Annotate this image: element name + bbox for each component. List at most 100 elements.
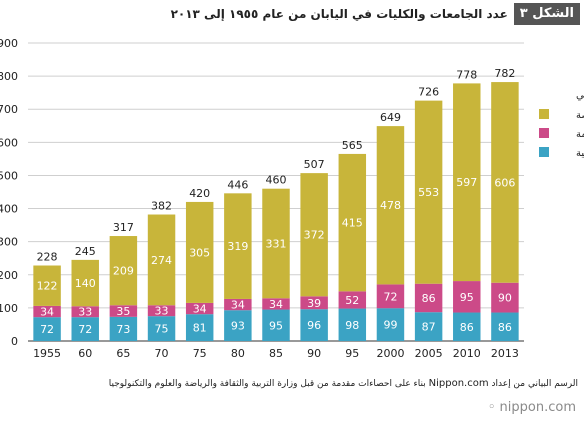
bar-segment-public	[71, 306, 99, 318]
x-tick-label: 2013	[491, 347, 519, 360]
bar-segment-public	[491, 282, 519, 313]
bar-segment-national	[185, 314, 214, 341]
data-label-public: 34	[40, 306, 54, 319]
y-tick-label: 400	[0, 203, 18, 216]
x-tick-label: 65	[116, 347, 130, 360]
y-tick-label: 700	[0, 103, 18, 116]
bar-segment-public	[262, 298, 290, 310]
data-label-public: 95	[460, 291, 474, 304]
bar-segment-private	[262, 188, 290, 299]
y-tick-label: 100	[0, 302, 18, 315]
bar-segment-private	[338, 153, 367, 292]
data-label-public: 86	[422, 292, 436, 305]
figure-number-badge: الشكل ٣	[513, 3, 580, 25]
bar-segment-public	[376, 284, 405, 309]
legend-label-public: عامة	[576, 129, 584, 140]
legend-label-private: خاصة	[576, 110, 584, 121]
bar-segment-public	[33, 305, 61, 318]
data-label-private: 209	[113, 265, 134, 278]
bar-segment-national	[224, 310, 252, 341]
x-tick-label: 1955	[33, 347, 61, 360]
data-label-private: 553	[418, 186, 439, 199]
bar-segment-private	[376, 126, 405, 285]
bar-segment-private	[33, 265, 61, 306]
y-tick-label: 800	[0, 70, 18, 83]
data-label-public: 34	[231, 299, 245, 312]
x-tick-label: 80	[231, 347, 245, 360]
x-tick-label: 2010	[453, 347, 481, 360]
total-label: 649	[380, 111, 401, 124]
data-label-national: 86	[498, 321, 512, 334]
bar-segment-national	[109, 316, 138, 341]
nippon-logo: ◦ nippon.com	[488, 400, 576, 415]
data-label-public: 90	[498, 292, 512, 305]
x-tick-label: 60	[78, 347, 92, 360]
data-label-national: 75	[155, 323, 169, 336]
y-tick-label: 900	[0, 37, 18, 50]
data-label-public: 33	[78, 306, 92, 319]
bar-segment-national	[491, 312, 519, 341]
data-label-private: 274	[151, 254, 172, 267]
bar-segment-private	[71, 259, 99, 307]
total-label: 726	[418, 86, 439, 99]
total-label: 460	[266, 174, 287, 187]
y-tick-label: 300	[0, 236, 18, 249]
chart-header: الشكل ٣ عدد الجامعات والكليات في اليابان…	[171, 2, 580, 26]
data-label-private: 122	[37, 280, 58, 293]
x-tick-label: 90	[307, 347, 321, 360]
data-label-national: 72	[78, 323, 92, 336]
x-tick-label: 70	[155, 347, 169, 360]
x-tick-label: 2000	[376, 347, 404, 360]
data-label-public: 34	[269, 298, 283, 311]
bar-segment-public	[147, 305, 176, 317]
legend-swatch-national	[539, 147, 549, 157]
y-tick-label: 500	[0, 169, 18, 182]
bar-segment-public	[300, 296, 328, 310]
total-label: 782	[494, 67, 515, 80]
bar-segment-national	[338, 308, 367, 341]
data-label-national: 99	[383, 319, 397, 332]
data-label-national: 73	[116, 323, 130, 336]
total-label: 317	[113, 221, 134, 234]
data-label-national: 93	[231, 320, 245, 333]
bar-segment-private	[147, 214, 176, 306]
bar-segment-public	[414, 283, 443, 313]
bar-segment-private	[224, 193, 252, 299]
data-label-public: 72	[383, 290, 397, 303]
data-label-national: 72	[40, 323, 54, 336]
data-label-private: 305	[189, 246, 210, 259]
bar-segment-public	[338, 291, 367, 309]
data-label-private: 372	[304, 229, 325, 242]
bar-segment-national	[453, 312, 481, 341]
data-label-public: 39	[307, 297, 321, 310]
x-tick-label: 95	[345, 347, 359, 360]
data-label-public: 34	[193, 303, 207, 316]
data-label-national: 96	[307, 319, 321, 332]
bar-segment-national	[376, 308, 405, 341]
data-label-public: 33	[155, 305, 169, 318]
data-label-private: 331	[266, 237, 287, 250]
source-suffix: بناء على احصاءات مقدمة من قبل وزارة التر…	[108, 379, 426, 389]
bar-segment-public	[453, 281, 481, 313]
x-tick-label: 85	[269, 347, 283, 360]
bar-segment-national	[262, 309, 290, 341]
total-label: 245	[75, 245, 96, 258]
x-tick-label: 75	[193, 347, 207, 360]
data-label-public: 52	[345, 294, 359, 307]
y-tick-label: 200	[0, 269, 18, 282]
total-label: 778	[456, 68, 477, 81]
data-label-national: 81	[193, 322, 207, 335]
total-label: 507	[304, 158, 325, 171]
data-label-public: 35	[116, 305, 130, 318]
bar-segment-public	[224, 298, 252, 311]
y-tick-label: 600	[0, 136, 18, 149]
data-label-private: 415	[342, 217, 363, 230]
legend-label-national: وطنية	[576, 148, 584, 159]
data-label-national: 98	[345, 319, 359, 332]
data-label-national: 86	[460, 321, 474, 334]
data-label-private: 319	[227, 240, 248, 253]
legend-swatch-private	[539, 109, 549, 119]
source-note: الرسم البياني من إعداد Nippon.com بناء ع…	[56, 378, 578, 389]
bar-segment-public	[185, 302, 214, 315]
